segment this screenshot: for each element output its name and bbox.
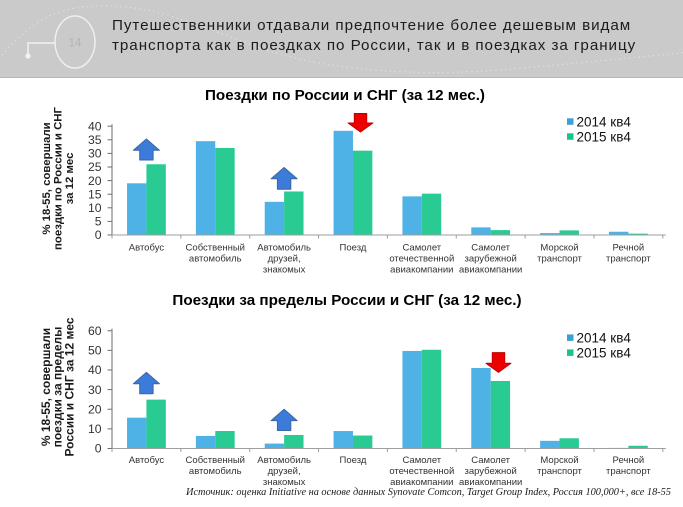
svg-text:0: 0 [95,228,102,242]
svg-text:друзей,: друзей, [268,254,301,265]
svg-text:авиакомпании: авиакомпании [390,265,453,276]
svg-text:Автомобиль: Автомобиль [257,455,311,466]
svg-text:5: 5 [95,215,102,229]
svg-text:40: 40 [88,119,102,133]
svg-text:транспорт: транспорт [537,254,582,265]
svg-text:Морской: Морской [540,243,578,254]
svg-text:50: 50 [88,344,102,358]
svg-text:Самолет: Самолет [471,243,510,254]
svg-text:Автобус: Автобус [129,243,165,254]
svg-text:35: 35 [88,133,102,147]
svg-text:авиакомпании: авиакомпании [390,477,453,488]
svg-text:% 18-55, совершали: % 18-55, совершали [39,328,53,446]
svg-text:2014 кв4: 2014 кв4 [577,114,632,129]
svg-text:транспорт: транспорт [606,254,651,265]
svg-text:Поездки по России и СНГ (за 12: Поездки по России и СНГ (за 12 мес.) [205,87,485,104]
svg-text:зарубежной: зарубежной [464,466,516,477]
svg-text:Автобус: Автобус [129,455,165,466]
svg-text:20: 20 [88,174,102,188]
svg-text:2015 кв4: 2015 кв4 [577,345,632,360]
svg-text:0: 0 [95,442,102,456]
svg-text:друзей,: друзей, [268,466,301,477]
svg-text:России и СНГ за 12 мес: России и СНГ за 12 мес [63,317,77,456]
svg-text:Самолет: Самолет [402,243,441,254]
svg-text:Поезд: Поезд [340,455,367,466]
svg-text:авиакомпании: авиакомпании [459,477,522,488]
svg-text:Речной: Речной [613,243,645,254]
svg-text:10: 10 [88,201,102,215]
svg-text:Самолет: Самолет [471,455,510,466]
svg-text:Морской: Морской [540,455,578,466]
svg-text:автомобиль: автомобиль [189,466,242,477]
svg-text:Собственный: Собственный [186,455,245,466]
svg-text:Поездки за пределы России и СН: Поездки за пределы России и СНГ (за 12 м… [172,292,521,309]
svg-text:14: 14 [69,38,82,50]
svg-text:Собственный: Собственный [186,243,245,254]
svg-text:Речной: Речной [613,455,645,466]
svg-text:10: 10 [88,422,102,436]
svg-text:поездки за пределы: поездки за пределы [51,327,65,448]
svg-text:за 12 мес: за 12 мес [64,153,76,205]
svg-text:30: 30 [88,383,102,397]
svg-text:25: 25 [88,160,102,174]
svg-text:15: 15 [88,187,102,201]
svg-text:автомобиль: автомобиль [189,254,242,265]
svg-text:2014 кв4: 2014 кв4 [577,330,632,345]
svg-text:знакомых: знакомых [263,477,306,488]
svg-text:% 18-55, совершали: % 18-55, совершали [41,122,53,234]
svg-text:30: 30 [88,147,102,161]
svg-text:поездки по России и СНГ: поездки по России и СНГ [53,106,65,250]
svg-text:20: 20 [88,402,102,416]
svg-text:зарубежной: зарубежной [464,254,516,265]
svg-text:Источник: оценка Initiative на: Источник: оценка Initiative на основе да… [185,487,671,498]
svg-text:Автомобиль: Автомобиль [257,243,311,254]
svg-text:авиакомпании: авиакомпании [459,265,522,276]
svg-text:знакомых: знакомых [263,265,306,276]
svg-text:2015 кв4: 2015 кв4 [577,129,632,144]
svg-text:транспорт: транспорт [537,466,582,477]
svg-text:40: 40 [88,363,102,377]
svg-text:отечественной: отечественной [389,466,454,477]
svg-text:Поезд: Поезд [340,243,367,254]
svg-text:Самолет: Самолет [402,455,441,466]
svg-text:транспорт: транспорт [606,466,651,477]
svg-text:60: 60 [88,324,102,338]
svg-text:отечественной: отечественной [389,254,454,265]
